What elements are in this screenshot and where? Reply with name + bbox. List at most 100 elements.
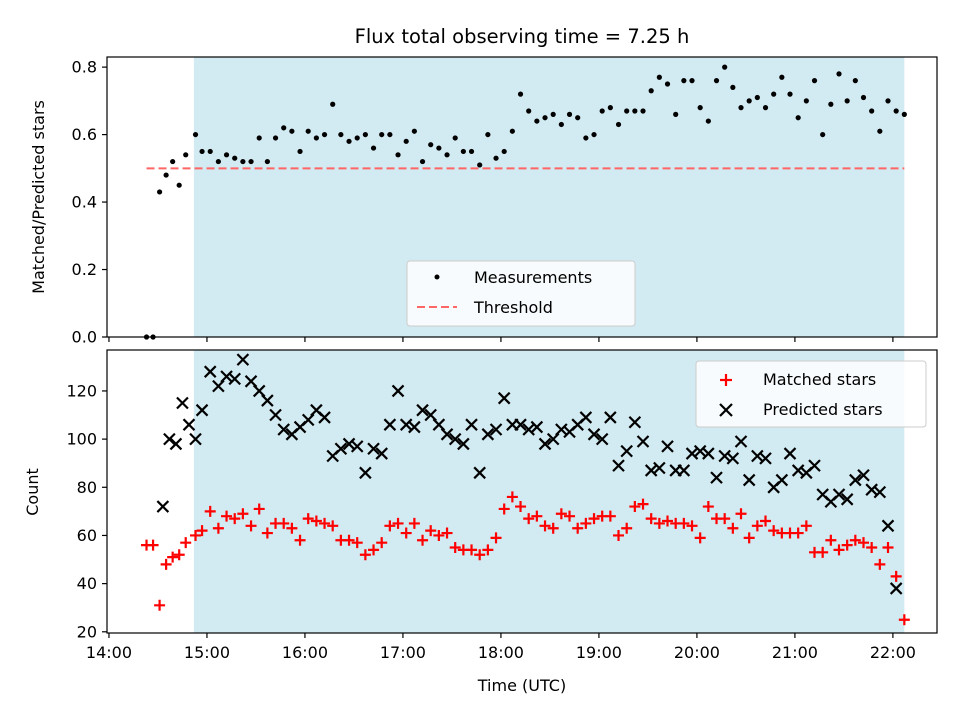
predicted-star-point	[604, 411, 617, 424]
matched-star-point	[204, 505, 216, 517]
matched-star-point	[841, 539, 853, 551]
matched-star-point	[154, 599, 166, 611]
measurement-point	[264, 158, 270, 165]
predicted-star-point	[881, 519, 895, 533]
measurement-point	[240, 158, 246, 165]
measurement-point	[534, 118, 540, 124]
measurement-point	[722, 64, 728, 70]
predicted-star-point	[261, 394, 274, 407]
matched-star-point	[190, 529, 202, 541]
measurement-point	[632, 108, 638, 114]
predicted-star-point	[359, 466, 372, 480]
measurement-point	[207, 148, 213, 155]
measurement-point	[338, 131, 344, 138]
measurement-point	[468, 148, 475, 155]
threshold-legend-label: Threshold	[473, 298, 553, 317]
predicted-star-point	[383, 418, 397, 431]
matched-star-point	[645, 513, 657, 525]
matched-star-point	[866, 541, 878, 553]
measurement-point	[362, 131, 368, 138]
matched-star-point	[408, 517, 420, 529]
matched-star-point	[506, 491, 518, 503]
bottom-y-axis-label: Count	[23, 468, 42, 516]
measurement-point	[321, 131, 328, 138]
measurement-point	[289, 128, 295, 134]
matched-star-point	[376, 537, 388, 549]
predicted-star-point	[530, 420, 544, 434]
predicted-star-point	[840, 493, 854, 506]
matched-star-point	[368, 544, 380, 556]
predicted-star-point	[636, 435, 650, 448]
matched-legend-label: Matched stars	[763, 370, 876, 389]
matched-star-point	[662, 515, 674, 527]
measurement-point	[836, 71, 842, 77]
matched-star-point	[604, 510, 616, 522]
measurement-point	[558, 121, 564, 128]
measurement-point	[738, 105, 744, 111]
matched-star-point	[572, 522, 584, 534]
measurement-point	[697, 105, 703, 111]
predicted-star-point	[644, 464, 658, 477]
predicted-star-point	[661, 440, 674, 453]
matched-star-point	[294, 534, 306, 546]
predicted-star-point	[481, 428, 495, 441]
measurement-point	[403, 138, 409, 144]
measurement-point	[452, 135, 458, 141]
predicted-star-point	[775, 473, 789, 487]
measurement-point	[163, 172, 169, 178]
predicted-star-point	[628, 415, 642, 429]
bottom-legend-box	[695, 360, 927, 428]
predicted-star-point	[440, 428, 454, 441]
matched-star-point	[588, 513, 600, 525]
predicted-star-point	[220, 370, 233, 383]
predicted-star-point	[228, 372, 241, 386]
measurement-point	[648, 88, 654, 94]
measurement-point	[828, 101, 834, 107]
measurement-point	[370, 145, 377, 151]
matched-star-point	[466, 544, 478, 556]
predicted-star-point	[156, 500, 170, 513]
predicted-star-point	[203, 365, 217, 378]
predicted-star-point	[734, 435, 748, 448]
top-y-tick-label: 0.4	[72, 193, 97, 212]
matched-star-point	[359, 549, 371, 561]
top-y-tick-label: 0.0	[72, 328, 97, 347]
predicted-star-point	[555, 423, 568, 436]
measurement-point	[477, 162, 483, 168]
predicted-star-point	[514, 418, 527, 431]
matched-star-point	[237, 508, 249, 520]
measurement-point	[566, 111, 573, 117]
matched-star-point	[800, 520, 812, 532]
matched-star-point	[425, 525, 437, 537]
matched-star-point	[474, 549, 486, 561]
predicted-star-point	[587, 428, 601, 441]
predicted-star-point	[522, 423, 535, 436]
measurement-point	[501, 148, 507, 155]
top-y-axis-label: Matched/Predicted stars	[29, 100, 48, 294]
predicted-star-point	[236, 353, 250, 366]
matched-star-point	[653, 517, 665, 529]
predicted-star-point	[318, 411, 331, 424]
matched-star-point	[482, 544, 494, 556]
measurement-point	[436, 145, 442, 151]
measurement-point	[771, 91, 777, 97]
predicted-star-point	[612, 459, 625, 472]
bottom-plot-frame	[106, 349, 938, 634]
measurement-point	[640, 108, 646, 114]
predicted-star-point	[416, 403, 429, 417]
x-axis-label: Time (UTC)	[477, 676, 566, 695]
measurement-point	[656, 74, 662, 80]
measurement-point	[713, 78, 720, 84]
predicted-star-point	[726, 452, 740, 465]
predicted-star-point	[857, 468, 870, 482]
matched-star-point	[539, 520, 551, 532]
predicted-legend-label: Predicted stars	[763, 400, 883, 419]
matched-star-point	[874, 558, 886, 570]
predicted-star-point	[489, 423, 503, 436]
measurement-point	[183, 152, 189, 158]
top-legend: Measurements Threshold	[406, 260, 636, 327]
predicted-star-point	[889, 582, 903, 595]
x-tick-label: 14:00	[86, 643, 132, 662]
measurement-point	[869, 108, 875, 114]
